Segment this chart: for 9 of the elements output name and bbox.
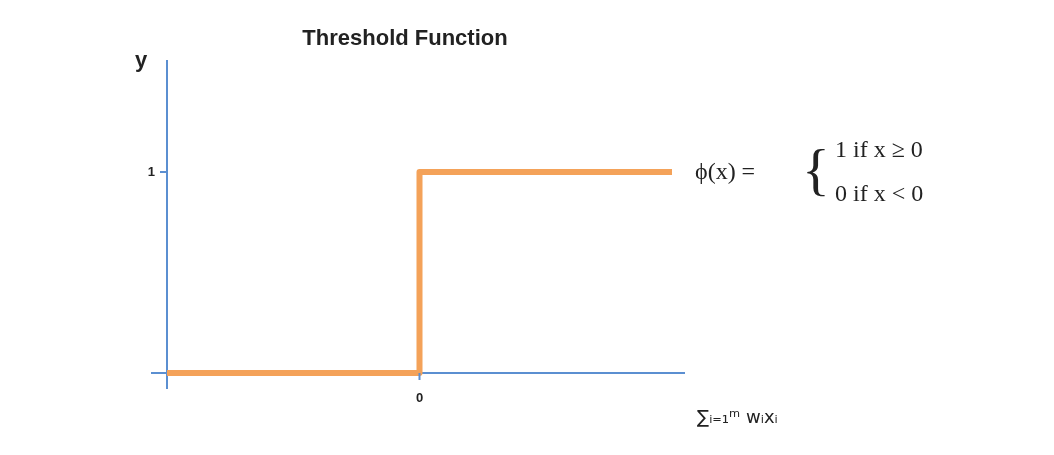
text: 0 if x < 0 <box>835 180 924 206</box>
text: 0 <box>415 390 424 405</box>
chart-title: Threshold Function <box>302 25 508 50</box>
text: { <box>802 137 830 202</box>
text: 1 if x ≥ 0 <box>835 136 923 162</box>
x-axis-title: ∑ᵢ₌₁ᵐ wᵢxᵢ <box>697 406 778 427</box>
y-axis-title: y <box>134 47 148 72</box>
text: ϕ(x) = <box>695 158 756 184</box>
annotation: 1 <box>147 164 155 179</box>
